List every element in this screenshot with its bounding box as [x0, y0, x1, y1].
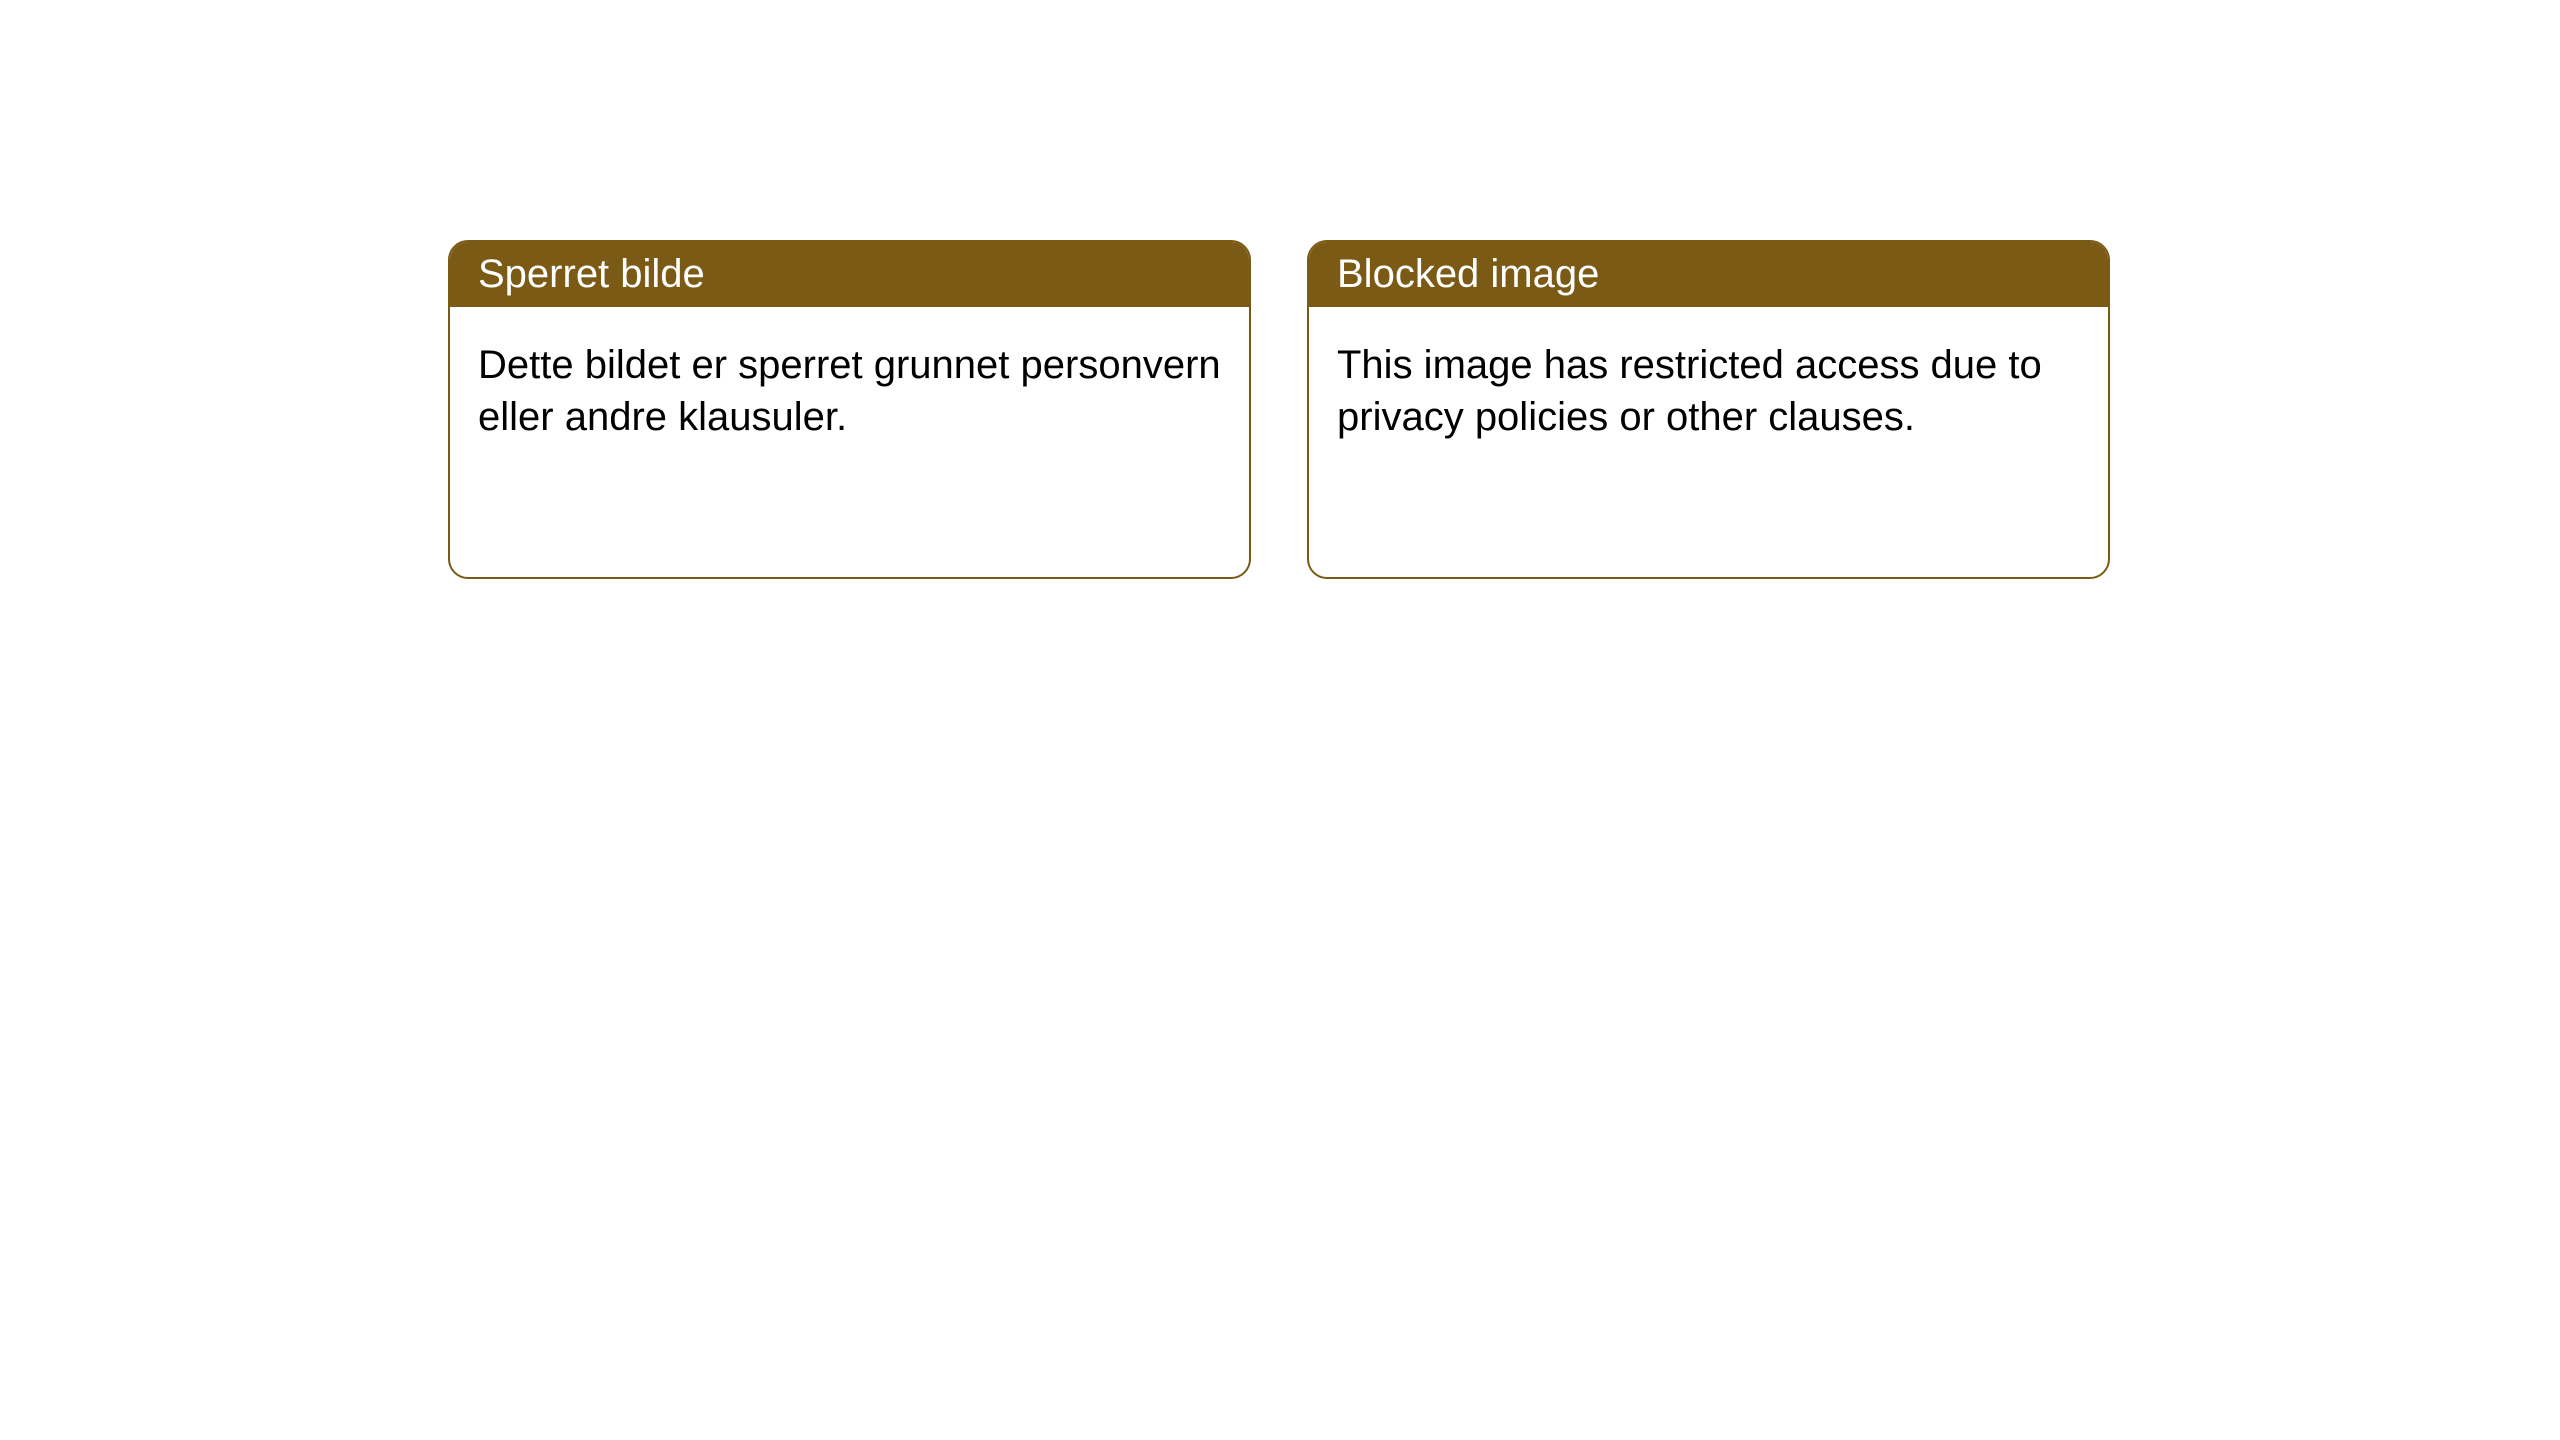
card-body: This image has restricted access due to … — [1309, 307, 2108, 577]
card-body: Dette bildet er sperret grunnet personve… — [450, 307, 1249, 577]
card-text: Dette bildet er sperret grunnet personve… — [478, 339, 1221, 443]
card-title: Blocked image — [1337, 252, 1599, 296]
notice-cards-container: Sperret bilde Dette bildet er sperret gr… — [448, 240, 2110, 579]
card-text: This image has restricted access due to … — [1337, 339, 2080, 443]
card-header: Blocked image — [1309, 242, 2108, 307]
notice-card-english: Blocked image This image has restricted … — [1307, 240, 2110, 579]
card-title: Sperret bilde — [478, 252, 705, 296]
notice-card-norwegian: Sperret bilde Dette bildet er sperret gr… — [448, 240, 1251, 579]
card-header: Sperret bilde — [450, 242, 1249, 307]
